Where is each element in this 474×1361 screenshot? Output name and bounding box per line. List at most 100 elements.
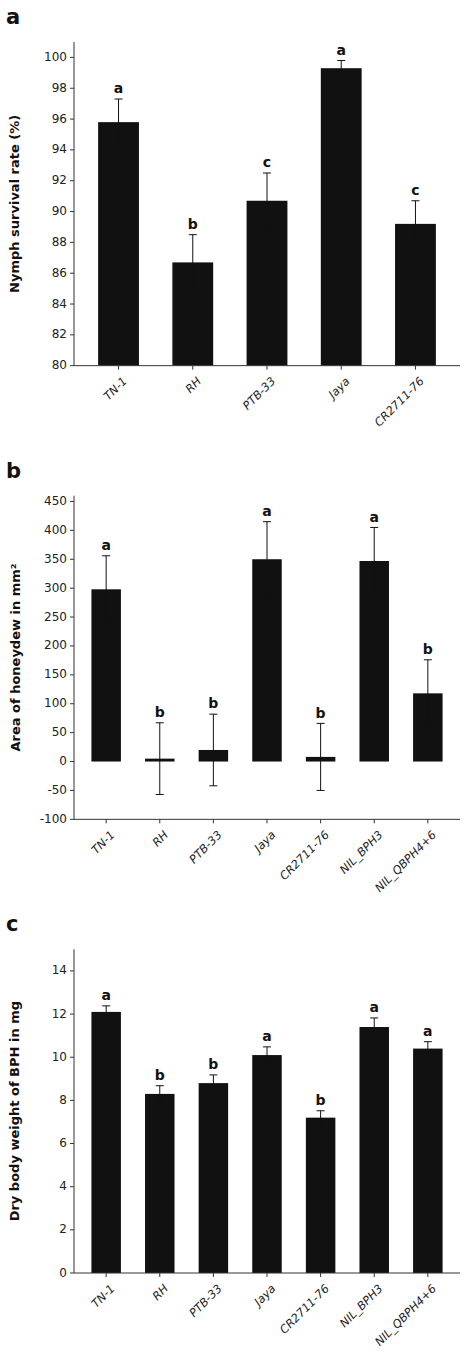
error-bar-cap <box>209 1091 217 1092</box>
panel: -100-50050100150200250300350400450TN-1RH… <box>6 459 460 895</box>
error-bar-cap <box>411 246 419 247</box>
y-tick <box>70 790 74 791</box>
error-bar-cap <box>317 1110 325 1111</box>
x-tick-label: RH <box>149 828 171 850</box>
significance-letter: a <box>262 1028 271 1044</box>
x-tick <box>374 1273 375 1277</box>
significance-letter: b <box>423 641 433 657</box>
significance-letter: a <box>101 987 110 1003</box>
y-tick-label: 200 <box>44 638 67 652</box>
y-tick-label: 14 <box>52 963 67 977</box>
error-bar-cap <box>317 1124 325 1125</box>
y-tick-label: 0 <box>59 754 67 768</box>
error-bar-stem <box>320 723 321 790</box>
error-bar-cap <box>156 722 164 723</box>
y-tick <box>70 211 74 212</box>
error-bar-stem <box>192 235 193 290</box>
error-bar <box>209 714 217 786</box>
y-tick-label: 400 <box>44 523 67 537</box>
error-bar <box>156 1086 164 1102</box>
panel-label: c <box>6 912 18 936</box>
x-tick <box>159 819 160 823</box>
x-tick-label: TN-1 <box>88 828 117 857</box>
y-tick <box>70 703 74 704</box>
x-tick <box>106 819 107 823</box>
x-tick-label: TN-1 <box>101 374 130 403</box>
error-bar <box>189 235 197 290</box>
x-tick <box>213 819 214 823</box>
y-tick <box>70 819 74 820</box>
error-bar <box>370 527 378 594</box>
y-tick <box>70 334 74 335</box>
y-tick <box>70 1100 74 1101</box>
x-tick <box>267 1273 268 1277</box>
x-tick <box>159 1273 160 1277</box>
error-bar-cap <box>102 622 110 623</box>
error-bar-cap <box>156 794 164 795</box>
x-tick <box>118 366 119 370</box>
error-bar-cap <box>337 75 345 76</box>
panel: 80828486889092949698100TN-1RHPTB-33JayaC… <box>6 5 460 429</box>
y-tick <box>70 242 74 243</box>
error-bar <box>424 660 432 727</box>
x-tick <box>320 1273 321 1277</box>
significance-letter: c <box>411 182 419 198</box>
x-tick <box>427 819 428 823</box>
error-bar <box>317 723 325 790</box>
panel-label: b <box>6 459 21 483</box>
error-bar-stem <box>267 173 268 228</box>
y-tick <box>70 180 74 181</box>
y-tick <box>70 149 74 150</box>
error-bar <box>411 201 419 247</box>
significance-letter: a <box>114 80 123 96</box>
significance-letter: c <box>263 154 271 170</box>
error-bar-cap <box>102 555 110 556</box>
error-bar-stem <box>374 527 375 594</box>
y-tick-label: 80 <box>52 358 67 372</box>
error-bar <box>263 522 271 597</box>
y-tick-label: 250 <box>44 610 67 624</box>
y-tick <box>70 1229 74 1230</box>
y-axis-line <box>74 949 75 1273</box>
significance-letter: b <box>316 1092 326 1108</box>
error-bar-stem <box>374 1018 375 1036</box>
error-bar-stem <box>341 60 342 75</box>
y-tick <box>70 970 74 971</box>
y-tick-label: 84 <box>52 297 67 311</box>
y-tick <box>70 304 74 305</box>
x-tick-label: Jaya <box>250 828 278 856</box>
x-tick <box>213 1273 214 1277</box>
bar <box>199 1083 228 1273</box>
error-bar-cap <box>317 790 325 791</box>
significance-letter: a <box>101 537 110 553</box>
error-bar-cap <box>424 1055 432 1056</box>
y-tick-label: 90 <box>52 204 67 218</box>
y-tick <box>70 1014 74 1015</box>
y-tick <box>70 530 74 531</box>
y-tick <box>70 57 74 58</box>
error-bar-stem <box>213 714 214 786</box>
bar <box>252 1055 281 1273</box>
x-tick <box>374 819 375 823</box>
x-tick <box>267 366 268 370</box>
y-tick-label: 4 <box>59 1179 67 1193</box>
bar <box>98 122 139 366</box>
y-tick-label: 0 <box>59 1266 67 1280</box>
bar <box>306 1118 335 1273</box>
x-tick-label: NIL_QBPH4+6 <box>372 828 439 895</box>
error-bar-cap <box>102 1017 110 1018</box>
error-bar-cap <box>424 726 432 727</box>
error-bar-cap <box>115 99 123 100</box>
y-tick-label: -100 <box>40 812 67 826</box>
error-bar-stem <box>427 1042 428 1056</box>
y-axis-label: Nymph survival rate (%) <box>8 115 23 293</box>
x-tick-label: RH <box>182 374 204 396</box>
plot-area <box>91 1006 442 1273</box>
x-tick-label: NIL_QBPH4+6 <box>372 1281 439 1348</box>
error-bar-cap <box>263 1046 271 1047</box>
error-bar-cap <box>209 785 217 786</box>
significance-letter: b <box>316 705 326 721</box>
error-bar <box>156 723 164 795</box>
y-tick-label: 96 <box>52 112 67 126</box>
significance-letter: b <box>188 216 198 232</box>
